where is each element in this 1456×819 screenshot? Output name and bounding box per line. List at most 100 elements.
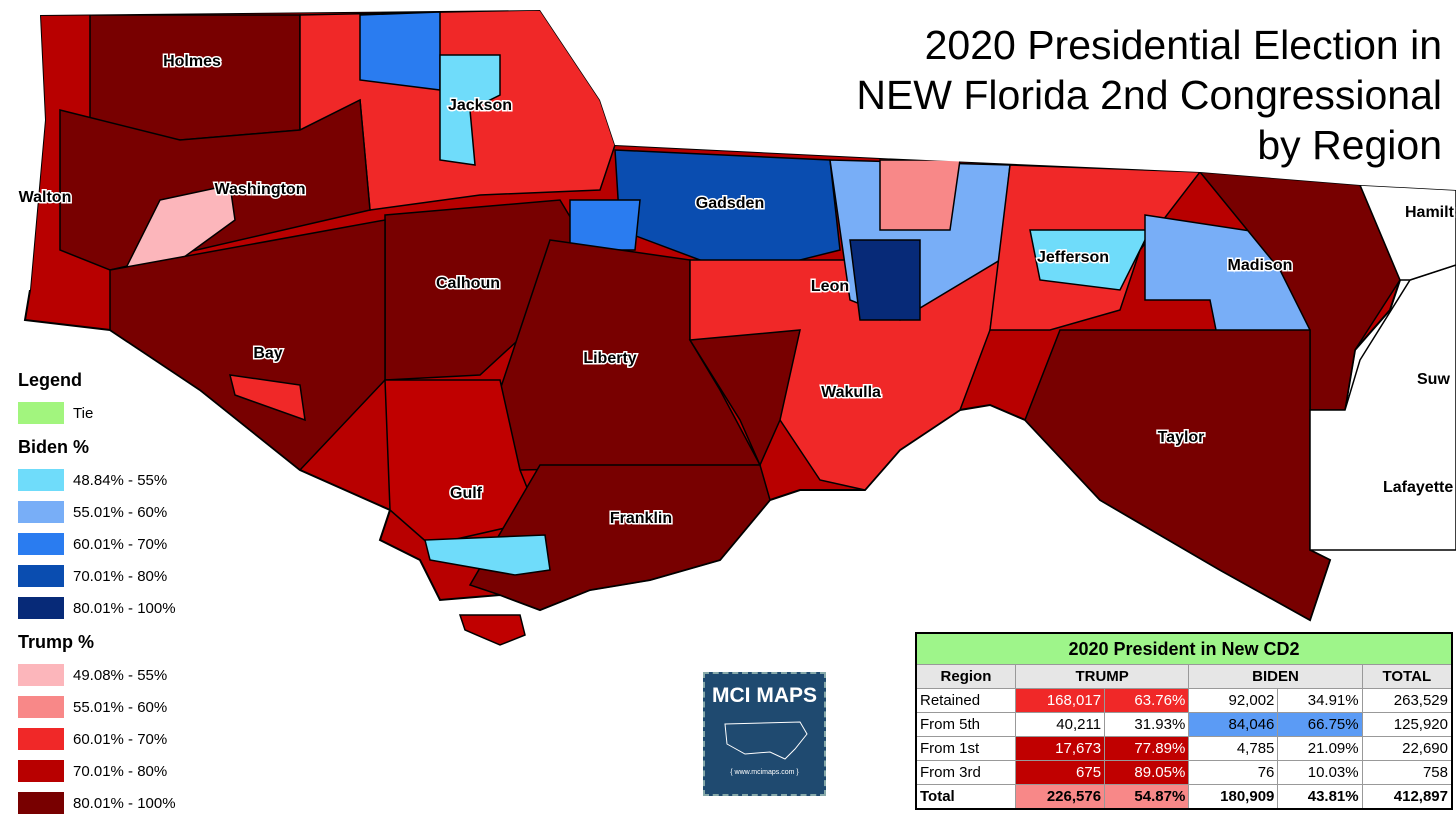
legend-swatch <box>18 792 64 814</box>
legend-item: 60.01% - 70% <box>18 528 218 560</box>
title: 2020 Presidential Election in NEW Florida… <box>856 20 1442 170</box>
table-cell: 4,785 <box>1188 736 1279 761</box>
legend-title: Legend <box>18 370 83 390</box>
legend-label: 70.01% - 80% <box>73 567 168 585</box>
us-map-icon <box>723 721 808 760</box>
county-label: Leon <box>811 278 849 295</box>
legend-item: 80.01% - 100% <box>18 592 218 624</box>
table-cell: From 1st <box>915 736 1016 761</box>
legend-label: 60.01% - 70% <box>73 535 168 553</box>
table-cell: 17,673 <box>1014 736 1106 761</box>
legend-label: 70.01% - 80% <box>73 762 168 780</box>
table-cell: Total <box>915 784 1016 810</box>
title-line: 2020 Presidential Election in <box>924 22 1442 68</box>
table-cell: 43.81% <box>1277 784 1363 810</box>
counties <box>59 9 1456 646</box>
table-cell: 89.05% <box>1104 760 1190 785</box>
legend-item: 49.08% - 55% <box>18 659 218 691</box>
table-header-row: Region TRUMP BIDEN TOTAL <box>915 664 1453 689</box>
table-cell: From 5th <box>915 712 1016 737</box>
legend-swatch <box>18 565 64 587</box>
legend-swatch <box>18 533 64 555</box>
county-label: Liberty <box>583 350 636 367</box>
legend-swatch <box>18 664 64 686</box>
county-label: Washington <box>215 181 306 198</box>
logo-title: MCI MAPS <box>712 684 817 707</box>
table-cell: 263,529 <box>1361 688 1453 713</box>
table-cell: 76 <box>1188 760 1279 785</box>
table-cell: 54.87% <box>1104 784 1190 810</box>
table-cell: 226,576 <box>1014 784 1106 810</box>
title-line: by Region <box>1257 122 1442 168</box>
county-label: Calhoun <box>436 275 500 292</box>
title-line: NEW Florida 2nd Congressional <box>856 72 1442 118</box>
legend-swatch <box>18 469 64 491</box>
county-label: Walton <box>19 189 72 206</box>
table-row: Retained 168,017 63.76% 92,002 34.91% 263,529 <box>915 688 1453 713</box>
table-cell: 675 <box>1014 760 1106 785</box>
legend-swatch <box>18 760 64 782</box>
table-row: Total 226,576 54.87% 180,909 43.81% 412,897 <box>915 784 1453 810</box>
legend-label: 49.08% - 55% <box>73 666 168 684</box>
table-cell: 77.89% <box>1104 736 1190 761</box>
legend-item: 70.01% - 80% <box>18 560 218 592</box>
table-cell: 63.76% <box>1104 688 1190 713</box>
legend-label: 60.01% - 70% <box>73 730 168 748</box>
county-label: Taylor <box>1158 429 1205 446</box>
table-title-row: 2020 President in New CD2 <box>915 632 1453 665</box>
table-cell: 31.93% <box>1104 712 1190 737</box>
logo: MCI MAPS { www.mcimaps.com } <box>703 672 826 796</box>
legend-swatch <box>18 728 64 750</box>
table-header: TRUMP <box>1014 664 1190 689</box>
county-label: Jefferson <box>1037 249 1109 266</box>
county-label: Suw <box>1417 371 1450 388</box>
legend-group-title: Biden % <box>18 437 90 457</box>
legend-item: 55.01% - 60% <box>18 691 218 723</box>
table-cell: 92,002 <box>1188 688 1279 713</box>
county-label: Franklin <box>610 510 672 527</box>
county-label: Wakulla <box>821 384 881 401</box>
county-label: Gulf <box>450 485 483 502</box>
table-cell: 168,017 <box>1014 688 1106 713</box>
legend-label: 55.01% - 60% <box>73 503 168 521</box>
table-cell: Retained <box>915 688 1016 713</box>
county-label: Madison <box>1228 257 1293 274</box>
legend: Legend Tie Biden % 48.84% - 55% 55.01% - 60%… <box>18 362 218 819</box>
legend-label: Tie <box>73 404 94 422</box>
legend-label: 48.84% - 55% <box>73 471 168 489</box>
legend-label: 80.01% - 100% <box>73 599 176 617</box>
legend-label: 80.01% - 100% <box>73 794 176 812</box>
table-header: TOTAL <box>1361 664 1453 689</box>
results-table: 2020 President in New CD2 Region TRUMP BIDE… <box>915 632 1453 810</box>
table-cell: 758 <box>1361 760 1453 785</box>
legend-item: 70.01% - 80% <box>18 755 218 787</box>
county-label: Gadsden <box>696 195 764 212</box>
table-cell: 34.91% <box>1277 688 1363 713</box>
logo-url: { www.mcimaps.com } <box>730 769 799 776</box>
legend-label: 55.01% - 60% <box>73 698 168 716</box>
legend-group-title: Trump % <box>18 632 95 652</box>
table-header: Region <box>915 664 1016 689</box>
legend-item: 55.01% - 60% <box>18 496 218 528</box>
table-title: 2020 President in New CD2 <box>915 632 1453 665</box>
table-cell: 40,211 <box>1014 712 1106 737</box>
table-row: From 1st 17,673 77.89% 4,785 21.09% 22,690 <box>915 736 1453 761</box>
table-cell: 66.75% <box>1277 712 1363 737</box>
county-label: Lafayette <box>1383 479 1453 496</box>
county-label: Jackson <box>448 97 512 114</box>
legend-swatch <box>18 501 64 523</box>
county-label: Hamilt <box>1405 204 1455 221</box>
table-cell: 10.03% <box>1277 760 1363 785</box>
table-cell: 84,046 <box>1188 712 1279 737</box>
table-cell: From 3rd <box>915 760 1016 785</box>
table-cell: 21.09% <box>1277 736 1363 761</box>
table-row: From 5th 40,211 31.93% 84,046 66.75% 125,920 <box>915 712 1453 737</box>
table-cell: 125,920 <box>1361 712 1453 737</box>
table-header: BIDEN <box>1188 664 1363 689</box>
county-label: Holmes <box>163 53 221 70</box>
legend-swatch <box>18 402 64 424</box>
legend-swatch <box>18 696 64 718</box>
legend-item: 60.01% - 70% <box>18 723 218 755</box>
